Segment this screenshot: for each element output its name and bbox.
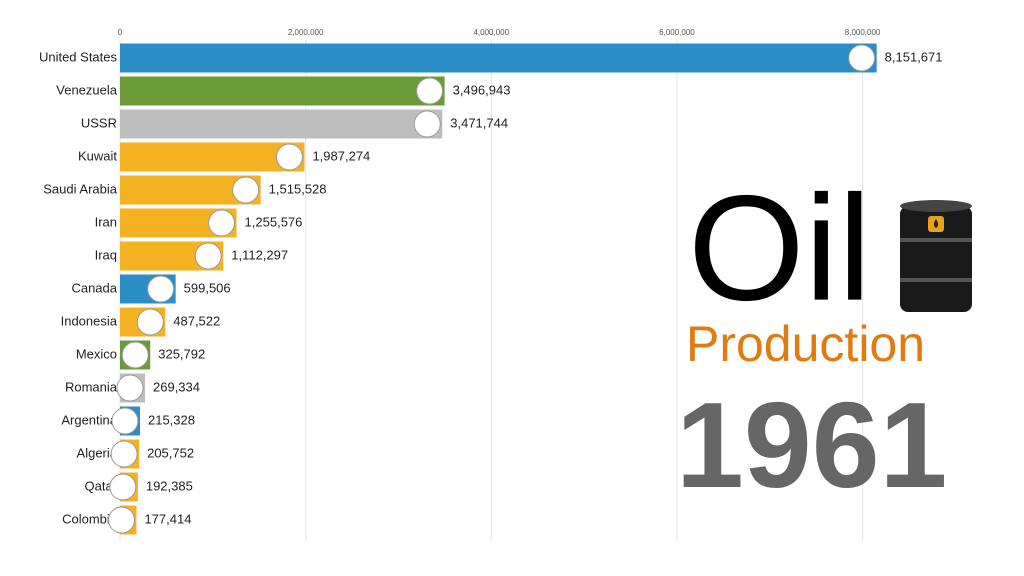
flag-icon [121, 341, 149, 369]
y-tick-label: Mexico [76, 346, 117, 361]
bar [120, 43, 877, 73]
flag-icon [147, 275, 175, 303]
y-tick-label: Colombia [62, 511, 118, 526]
flag-icon [107, 506, 135, 534]
y-tick-label: Algeria [77, 445, 118, 460]
y-tick-label: Iraq [95, 247, 117, 262]
bar [120, 142, 305, 172]
x-tick-label: 8,000,000 [845, 28, 881, 37]
y-tick-label: Saudi Arabia [43, 181, 117, 196]
chart-subtitle: Production [686, 316, 925, 372]
value-label: 1,255,576 [245, 214, 303, 229]
flag-icon [232, 176, 260, 204]
value-label: 599,506 [184, 280, 231, 295]
flag-icon [116, 374, 144, 402]
flag-icon [110, 440, 138, 468]
flag-icon [413, 110, 441, 138]
flag-icon [275, 143, 303, 171]
flag-icon [848, 44, 876, 72]
value-label: 487,522 [173, 313, 220, 328]
value-label: 215,328 [148, 412, 195, 427]
value-label: 1,515,528 [269, 181, 327, 196]
y-tick-label: Canada [71, 280, 117, 295]
flag-icon [109, 473, 137, 501]
value-label: 192,385 [146, 478, 193, 493]
y-tick-label: United States [39, 49, 118, 64]
value-label: 1,987,274 [312, 148, 370, 163]
value-label: 177,414 [144, 511, 191, 526]
x-tick-label: 6,000,000 [659, 28, 695, 37]
flag-icon [136, 308, 164, 336]
flag-icon [208, 209, 236, 237]
bar [120, 109, 443, 139]
chart-title: Oil [688, 164, 871, 332]
y-tick-label: Iran [95, 214, 117, 229]
oil-barrel-icon [900, 200, 972, 312]
value-label: 3,471,744 [450, 115, 508, 130]
value-label: 1,112,297 [231, 247, 288, 262]
flag-icon [111, 407, 139, 435]
x-tick-label: 0 [118, 28, 123, 37]
y-tick-label: Kuwait [78, 148, 117, 163]
y-tick-label: Venezuela [56, 82, 117, 97]
x-tick-label: 4,000,000 [473, 28, 509, 37]
value-label: 8,151,671 [885, 49, 943, 64]
value-label: 3,496,943 [453, 82, 511, 97]
flag-icon [416, 77, 444, 105]
y-tick-label: Argentina [61, 412, 117, 427]
flag-icon [194, 242, 222, 270]
y-tick-label: Romania [65, 379, 118, 394]
value-label: 325,792 [158, 346, 205, 361]
y-tick-label: Indonesia [61, 313, 118, 328]
x-tick-label: 2,000,000 [288, 28, 324, 37]
value-label: 205,752 [147, 445, 194, 460]
bar [120, 76, 445, 106]
value-label: 269,334 [153, 379, 200, 394]
y-tick-label: Qatar [84, 478, 117, 493]
year-label: 1961 [676, 377, 947, 513]
y-tick-label: USSR [81, 115, 117, 130]
